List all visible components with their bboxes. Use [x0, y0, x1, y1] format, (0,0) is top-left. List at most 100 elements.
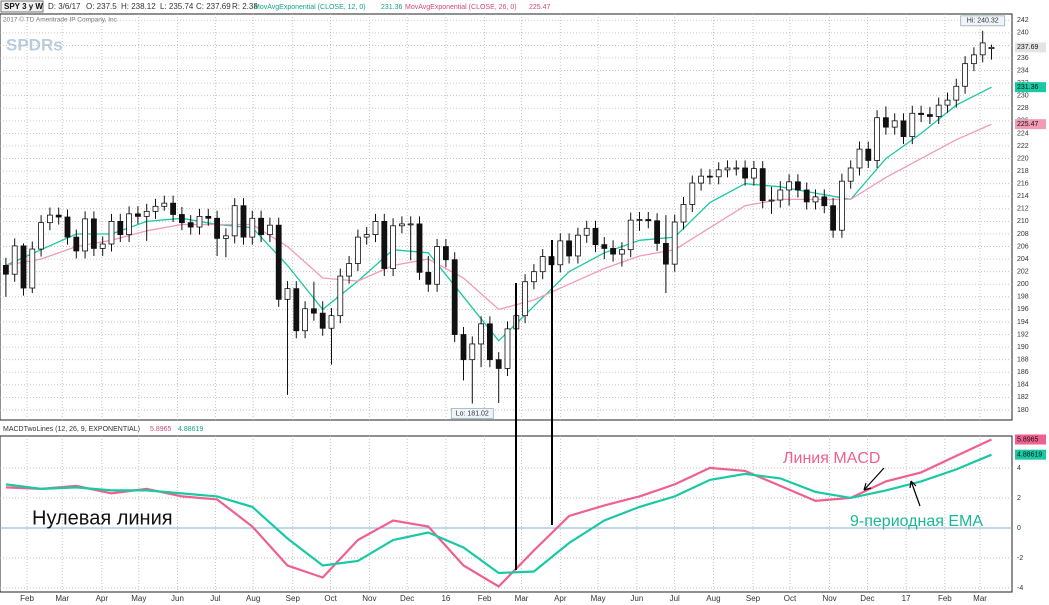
- x-tick-label: Aug: [706, 594, 720, 603]
- y-tick-label: 2: [1017, 495, 1021, 502]
- y-tick-label: 192: [1017, 331, 1029, 338]
- x-tick-label: Mar: [515, 594, 529, 603]
- macd-value: 5.8965: [150, 426, 172, 433]
- symbol: SPY 3 y W: [4, 2, 43, 11]
- candle-body: [566, 240, 572, 257]
- candle-body: [38, 222, 44, 250]
- candle-body: [126, 213, 132, 235]
- y-tick-label: 200: [1017, 281, 1029, 288]
- arrow: [863, 467, 885, 491]
- candle-body: [152, 205, 159, 212]
- x-tick-label: Jul: [210, 594, 220, 603]
- y-tick-label: 214: [1017, 193, 1029, 200]
- candle-body: [830, 205, 836, 231]
- candle-body: [222, 235, 229, 239]
- macd-annotation: Линия MACD: [783, 450, 880, 467]
- value-badge-label: 237.69: [1017, 44, 1039, 51]
- plot-layer: Feb Mar Apr May Jun Jul Aug Sep Oct Nov Dec 16 Feb Ma…: [0, 14, 1046, 603]
- candle-body: [99, 243, 106, 249]
- series-line: [5, 123, 992, 311]
- x-tick-label: Aug: [246, 594, 260, 603]
- candle-body: [161, 202, 168, 207]
- y-tick-label: 240: [1017, 30, 1029, 37]
- candle-body: [275, 224, 282, 300]
- x-tick-label: Sep: [286, 594, 301, 603]
- candle-body: [645, 219, 652, 222]
- candle-body: [803, 189, 810, 203]
- candle-body: [794, 181, 801, 191]
- y-tick-label: 190: [1017, 344, 1029, 351]
- candle-body: [170, 202, 176, 215]
- candle-body: [469, 343, 476, 361]
- candle-body: [750, 168, 757, 179]
- x-tick-label: Apr: [96, 594, 109, 603]
- candle-body: [258, 217, 264, 235]
- y-tick-label: 234: [1017, 67, 1029, 74]
- candle-body: [962, 63, 968, 87]
- candle-body: [363, 234, 370, 238]
- candle-body: [953, 85, 960, 101]
- candle-body: [522, 281, 528, 317]
- candle-body: [460, 334, 467, 361]
- y-tick-label: 212: [1017, 206, 1029, 213]
- y-tick-label: 228: [1017, 105, 1029, 112]
- candle-body: [451, 259, 458, 335]
- candle-body: [926, 114, 933, 117]
- signal-value: 4.88619: [178, 426, 203, 433]
- candle-body: [821, 196, 828, 207]
- candle-body: [530, 271, 537, 283]
- candle-body: [865, 148, 872, 161]
- candle-body: [970, 54, 977, 65]
- candle-body: [284, 288, 291, 300]
- candle-body: [777, 189, 784, 201]
- candle-body: [266, 224, 273, 235]
- series-line: [5, 438, 992, 588]
- candle-body: [55, 214, 62, 218]
- symbol-box: [0, 0, 44, 13]
- y-tick-label: 0: [1017, 525, 1021, 532]
- x-tick-label: Oct: [784, 594, 797, 603]
- y-tick-label: 202: [1017, 269, 1029, 276]
- value-badge: [1015, 119, 1046, 130]
- candle-body: [319, 312, 326, 329]
- x-tick-label: Dec: [400, 594, 414, 603]
- candle-body: [654, 220, 660, 244]
- candle-body: [742, 167, 748, 179]
- candle-body: [187, 222, 194, 228]
- candle-body: [73, 236, 80, 252]
- candle-body: [2, 264, 9, 275]
- candle-body: [46, 214, 53, 224]
- y-tick-label: 208: [1017, 231, 1029, 238]
- candle-body: [90, 218, 97, 249]
- y-tick-label: 194: [1017, 319, 1029, 326]
- x-tick-label: Nov: [822, 594, 836, 603]
- watermark: SPDRs: [6, 35, 63, 54]
- candle-body: [214, 217, 220, 239]
- candle-body: [874, 117, 880, 161]
- lo-label: Lo: 181.02: [456, 410, 489, 417]
- candle-body: [610, 248, 616, 255]
- candle-body: [240, 205, 247, 238]
- candle-body: [768, 199, 775, 202]
- candle-body: [205, 215, 212, 219]
- candle-body: [407, 223, 414, 226]
- signal-annotation: 9-периодная EMA: [850, 513, 983, 530]
- candle-body: [900, 120, 907, 137]
- candle-body: [988, 46, 995, 49]
- y-tick-label: 210: [1017, 218, 1029, 225]
- candle-body: [143, 210, 150, 217]
- candle-body: [557, 240, 564, 266]
- candle-body: [495, 359, 502, 369]
- y-tick-label: 242: [1017, 17, 1029, 24]
- value-badge: [1015, 434, 1046, 445]
- macd-title: MACDTwoLines (12, 26, 9, EXPONENTIAL): [3, 426, 140, 433]
- value-badge-label: 5.8965: [1017, 436, 1039, 443]
- x-tick-label: Feb: [20, 594, 34, 603]
- candle-body: [302, 308, 308, 332]
- x-tick-label: Jun: [630, 594, 643, 603]
- candle-body: [178, 214, 185, 224]
- candle-body: [689, 182, 696, 205]
- y-tick-label: 184: [1017, 382, 1029, 389]
- header-close: C: 237.69: [196, 2, 231, 11]
- header-low: L: 235.74: [160, 2, 194, 11]
